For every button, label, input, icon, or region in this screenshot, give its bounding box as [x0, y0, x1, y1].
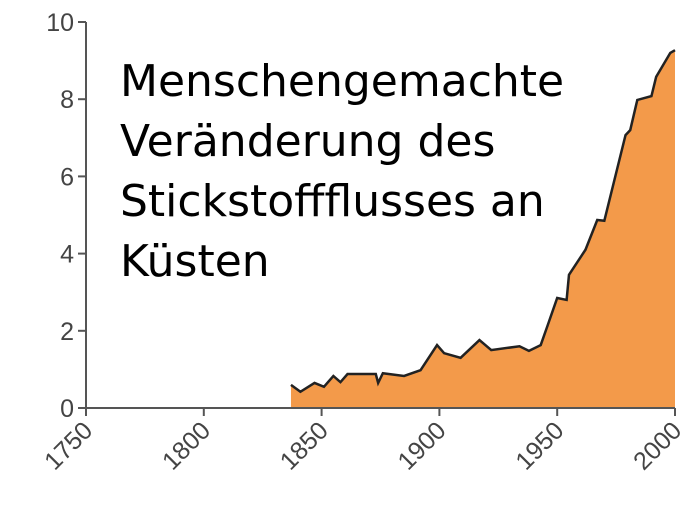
- area-line: [290, 49, 676, 394]
- y-tick-label: 2: [60, 318, 74, 346]
- x-tick-label: 1850: [275, 416, 334, 475]
- y-tick-label: 4: [60, 241, 74, 269]
- x-tick-label: 2000: [628, 416, 687, 475]
- x-tick-label: 1900: [393, 416, 452, 475]
- x-tick-label: 1750: [39, 416, 98, 475]
- area: [290, 50, 675, 408]
- y-tick-label: 6: [60, 163, 74, 191]
- y-tick-label: 8: [60, 86, 74, 114]
- y-tick-label: 10: [46, 9, 74, 37]
- x-tick-label: 1950: [510, 416, 569, 475]
- y-tick-label: 0: [60, 395, 74, 423]
- chart-title: Menschengemachte Veränderung des Stickst…: [120, 56, 565, 287]
- x-tick-label: 1800: [157, 416, 216, 475]
